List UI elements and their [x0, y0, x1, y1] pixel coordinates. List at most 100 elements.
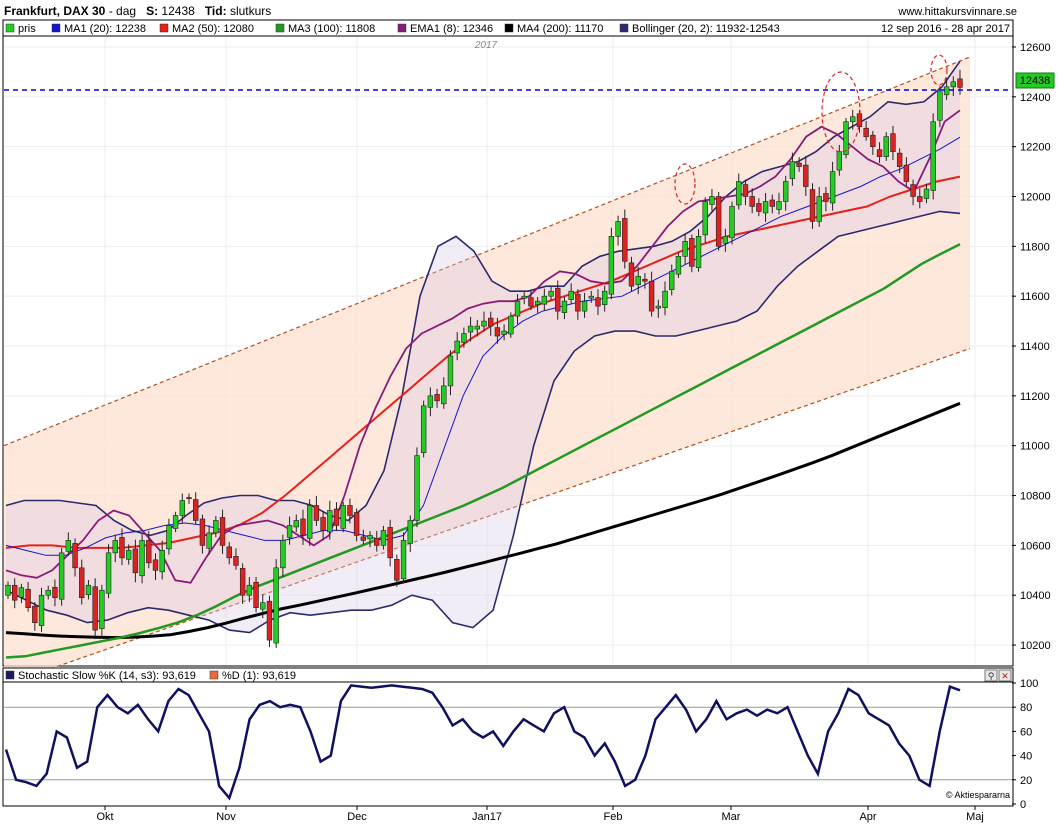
candle-up	[454, 340, 460, 354]
annotation-ellipse-apr	[930, 54, 948, 86]
candle-down	[233, 556, 239, 566]
candle-down	[360, 536, 367, 541]
candle-down	[199, 518, 206, 546]
candle-up	[776, 201, 782, 210]
y-tick-label: 12200	[1020, 142, 1051, 154]
stoch-legend-bar	[2, 667, 1014, 683]
stoch-legend-swatch	[209, 670, 219, 680]
svg-text:✕: ✕	[1001, 672, 1009, 682]
candle-up	[172, 515, 179, 529]
tid-label: Tid:	[204, 4, 227, 18]
candle-down	[809, 189, 816, 222]
annotation-ellipse-feb	[674, 163, 696, 205]
candle-up	[782, 181, 789, 202]
candle-up	[635, 275, 641, 286]
ma50-line	[5, 175, 961, 549]
candle-down	[494, 327, 501, 337]
legend-label: Bollinger (20, 2): 11932-12543	[632, 23, 780, 35]
y-tick-label: 11400	[1020, 341, 1050, 353]
candle-up	[883, 136, 889, 157]
legend-swatch	[159, 23, 169, 33]
candle-up	[159, 550, 165, 573]
candle-down	[193, 499, 199, 521]
candle-up	[655, 305, 662, 309]
candle-down	[769, 199, 775, 207]
candle-down	[742, 184, 749, 197]
panel-controls[interactable]: ⚲ ✕	[984, 669, 1012, 682]
candle-down	[749, 196, 755, 207]
candle-down	[575, 293, 581, 312]
x-tick-label: Feb	[604, 811, 623, 823]
channel-upper	[3, 56, 971, 447]
candle-down	[555, 287, 561, 312]
candle-down	[595, 297, 601, 307]
candle-up	[588, 295, 594, 299]
candle-down	[896, 152, 903, 167]
candle-up	[601, 290, 608, 305]
candle-up	[662, 290, 668, 308]
candle-up	[246, 584, 253, 596]
site-url: www.hittakursvinnare.se	[898, 6, 1017, 18]
instrument-name: Frankfurt, DAX 30	[4, 4, 106, 18]
legend-label: pris	[18, 23, 36, 35]
candle-up	[568, 290, 574, 300]
y-tick-label: 11800	[1020, 241, 1050, 253]
candle-up	[789, 161, 796, 179]
candle-up	[467, 325, 474, 333]
candle-up	[850, 116, 856, 123]
candle-down	[146, 540, 152, 564]
legend-swatch	[619, 23, 629, 33]
candle-up	[441, 385, 447, 405]
y-tick-label: 10800	[1020, 491, 1051, 503]
y-tick-label: 10200	[1020, 640, 1051, 652]
candle-up	[675, 256, 682, 275]
candle-up	[722, 236, 729, 244]
bollinger-bands	[5, 60, 961, 634]
candle-up	[58, 552, 65, 600]
candle-up	[427, 395, 434, 408]
candle-up	[736, 181, 742, 206]
candle-up	[836, 151, 843, 171]
candle-down	[394, 559, 400, 581]
candle-down	[52, 586, 58, 599]
candle-down	[226, 546, 232, 559]
x-tick-label: Apr	[859, 811, 876, 823]
candle-up	[65, 540, 72, 552]
x-tick-label: Maj	[966, 811, 984, 823]
candle-down	[313, 505, 320, 521]
candle-down	[756, 203, 762, 212]
candle-down	[488, 317, 494, 327]
stoch-legend-swatch	[5, 670, 15, 680]
annotation-ellipses	[674, 54, 948, 205]
candle-up	[280, 540, 286, 569]
candle-up	[561, 300, 568, 313]
candle-down	[863, 127, 869, 137]
legend-swatch	[504, 23, 514, 33]
candle-up	[695, 236, 702, 269]
ma200-line	[5, 401, 961, 640]
candle-up	[950, 81, 956, 88]
candle-down	[79, 567, 85, 599]
channel-fill	[4, 56, 970, 685]
stoch-k-line	[4, 684, 961, 801]
ma100-line	[5, 243, 961, 659]
stoch-tick-label: 40	[1020, 751, 1032, 763]
candle-up	[702, 201, 708, 236]
candle-up	[501, 330, 507, 335]
legend-swatch	[275, 23, 285, 33]
candle-down	[12, 584, 18, 601]
candle-down	[300, 518, 306, 536]
candle-up	[306, 505, 313, 539]
moving-averages	[5, 109, 961, 659]
candle-up	[327, 510, 333, 533]
candle-up	[608, 236, 615, 295]
candle-down	[72, 543, 78, 569]
candle-down	[642, 278, 648, 282]
zoom-icon[interactable]	[984, 669, 998, 682]
candle-up	[260, 602, 266, 610]
close-panel-icon[interactable]	[998, 669, 1012, 682]
candle-up	[682, 241, 688, 257]
trend-channel	[3, 56, 971, 686]
candle-up	[340, 505, 346, 529]
candle-up	[206, 532, 212, 549]
